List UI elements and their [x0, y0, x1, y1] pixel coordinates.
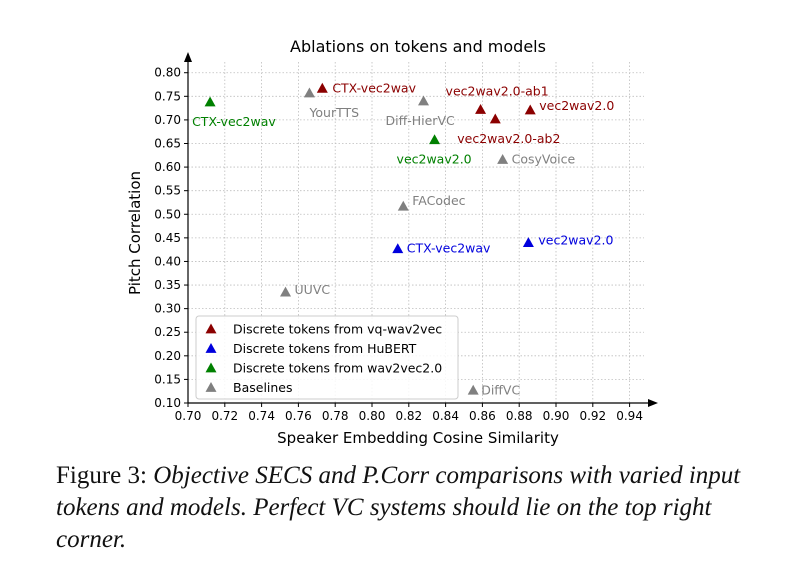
legend-entry-label: Discrete tokens from wav2vec2.0 — [233, 361, 442, 376]
y-tick-label: 0.40 — [154, 254, 181, 268]
chart-title: Ablations on tokens and models — [290, 37, 546, 56]
x-tick-label: 0.82 — [395, 409, 422, 423]
data-point-marker — [280, 286, 292, 297]
legend-marker — [205, 362, 217, 373]
ticks: 0.70 0.72 0.74 0.76 0.78 0.80 0.82 0.84 0.86 0.88… — [154, 66, 643, 423]
y-tick-label: 0.20 — [154, 349, 181, 363]
data-point-marker — [204, 96, 216, 107]
data-point-label: vec2wav2.0 — [397, 152, 472, 167]
legend-marker — [205, 382, 217, 392]
x-tick-label: 0.88 — [506, 409, 533, 423]
x-tick-label: 0.84 — [432, 409, 459, 423]
data-point-marker — [522, 237, 534, 247]
y-tick-label: 0.45 — [154, 231, 181, 245]
data-point-label: CosyVoice — [512, 152, 576, 167]
y-tick-label: 0.65 — [154, 136, 181, 150]
caption-text: Objective SECS and P.Corr comparisons wi… — [56, 462, 741, 553]
figure-caption: Figure 3: Objective SECS and P.Corr comp… — [56, 460, 756, 556]
legend-marker — [205, 343, 217, 353]
data-point-marker — [303, 87, 315, 98]
x-tick-label: 0.76 — [285, 409, 312, 423]
data-point-label: CTX-vec2wav — [332, 80, 416, 95]
y-tick-label: 0.30 — [154, 302, 181, 316]
scatter-chart: 0.70 0.72 0.74 0.76 0.78 0.80 0.82 0.84 0.86 0.88… — [126, 37, 658, 447]
legend-box — [195, 315, 459, 400]
y-tick-label: 0.70 — [154, 113, 181, 127]
data-point-label: vec2wav2.0-ab1 — [446, 84, 549, 99]
y-tick-label: 0.50 — [154, 207, 181, 221]
caption-label: Figure 3: — [56, 462, 147, 489]
x-axis-arrow — [648, 399, 658, 407]
legend-entry-label: Discrete tokens from vq-wav2vec — [233, 322, 442, 337]
y-tick-label: 0.75 — [154, 89, 181, 103]
data-point-marker — [429, 134, 441, 145]
x-tick-label: 0.86 — [469, 409, 496, 423]
data-point-label: vec2wav2.0 — [538, 233, 613, 248]
y-tick-label: 0.80 — [154, 66, 181, 80]
x-tick-label: 0.70 — [175, 409, 202, 423]
data-point-marker — [475, 104, 487, 114]
y-tick-label: 0.10 — [154, 396, 181, 410]
legend: Discrete tokens from vq-wav2vec Discrete … — [195, 315, 459, 400]
x-tick-label: 0.94 — [616, 409, 643, 423]
x-tick-label: 0.80 — [359, 409, 386, 423]
y-axis-label: Pitch Correlation — [126, 171, 144, 295]
data-point-label: vec2wav2.0-ab2 — [457, 131, 560, 146]
data-point-label: Diff-HierVC — [386, 113, 455, 128]
data-point-marker — [397, 200, 409, 211]
y-axis-arrow — [184, 52, 192, 62]
point-labels: CTX-vec2wav vec2wav2.0-ab1 vec2wav2.0-ab2 v… — [192, 80, 614, 397]
x-tick-label: 0.92 — [579, 409, 606, 423]
y-tick-label: 0.25 — [154, 325, 181, 339]
x-axis-label: Speaker Embedding Cosine Similarity — [277, 429, 559, 447]
y-tick-label: 0.55 — [154, 184, 181, 198]
data-point-label: vec2wav2.0 — [539, 98, 614, 113]
data-points — [204, 82, 536, 395]
y-tick-label: 0.35 — [154, 278, 181, 292]
axes — [184, 52, 658, 407]
data-point-label: DiffVC — [481, 382, 520, 397]
data-point-marker — [497, 154, 509, 164]
y-tick-label: 0.15 — [154, 372, 181, 386]
legend-marker — [205, 323, 217, 334]
data-point-marker — [418, 95, 430, 106]
data-point-marker — [467, 384, 479, 395]
data-point-label: YourTTS — [308, 105, 359, 120]
x-tick-label: 0.78 — [322, 409, 349, 423]
y-tick-label: 0.60 — [154, 160, 181, 174]
legend-entry-label: Baselines — [233, 380, 293, 395]
data-point-marker — [489, 113, 501, 124]
x-tick-label: 0.90 — [543, 409, 570, 423]
x-tick-label: 0.72 — [211, 409, 238, 423]
x-tick-label: 0.74 — [248, 409, 275, 423]
data-point-marker — [524, 104, 536, 115]
data-point-marker — [316, 82, 328, 93]
data-point-marker — [392, 243, 404, 254]
data-point-label: CTX-vec2wav — [407, 241, 491, 256]
data-point-label: CTX-vec2wav — [192, 114, 276, 129]
legend-entry-label: Discrete tokens from HuBERT — [233, 341, 417, 356]
data-point-label: FACodec — [412, 193, 465, 208]
data-point-label: UUVC — [295, 282, 331, 297]
